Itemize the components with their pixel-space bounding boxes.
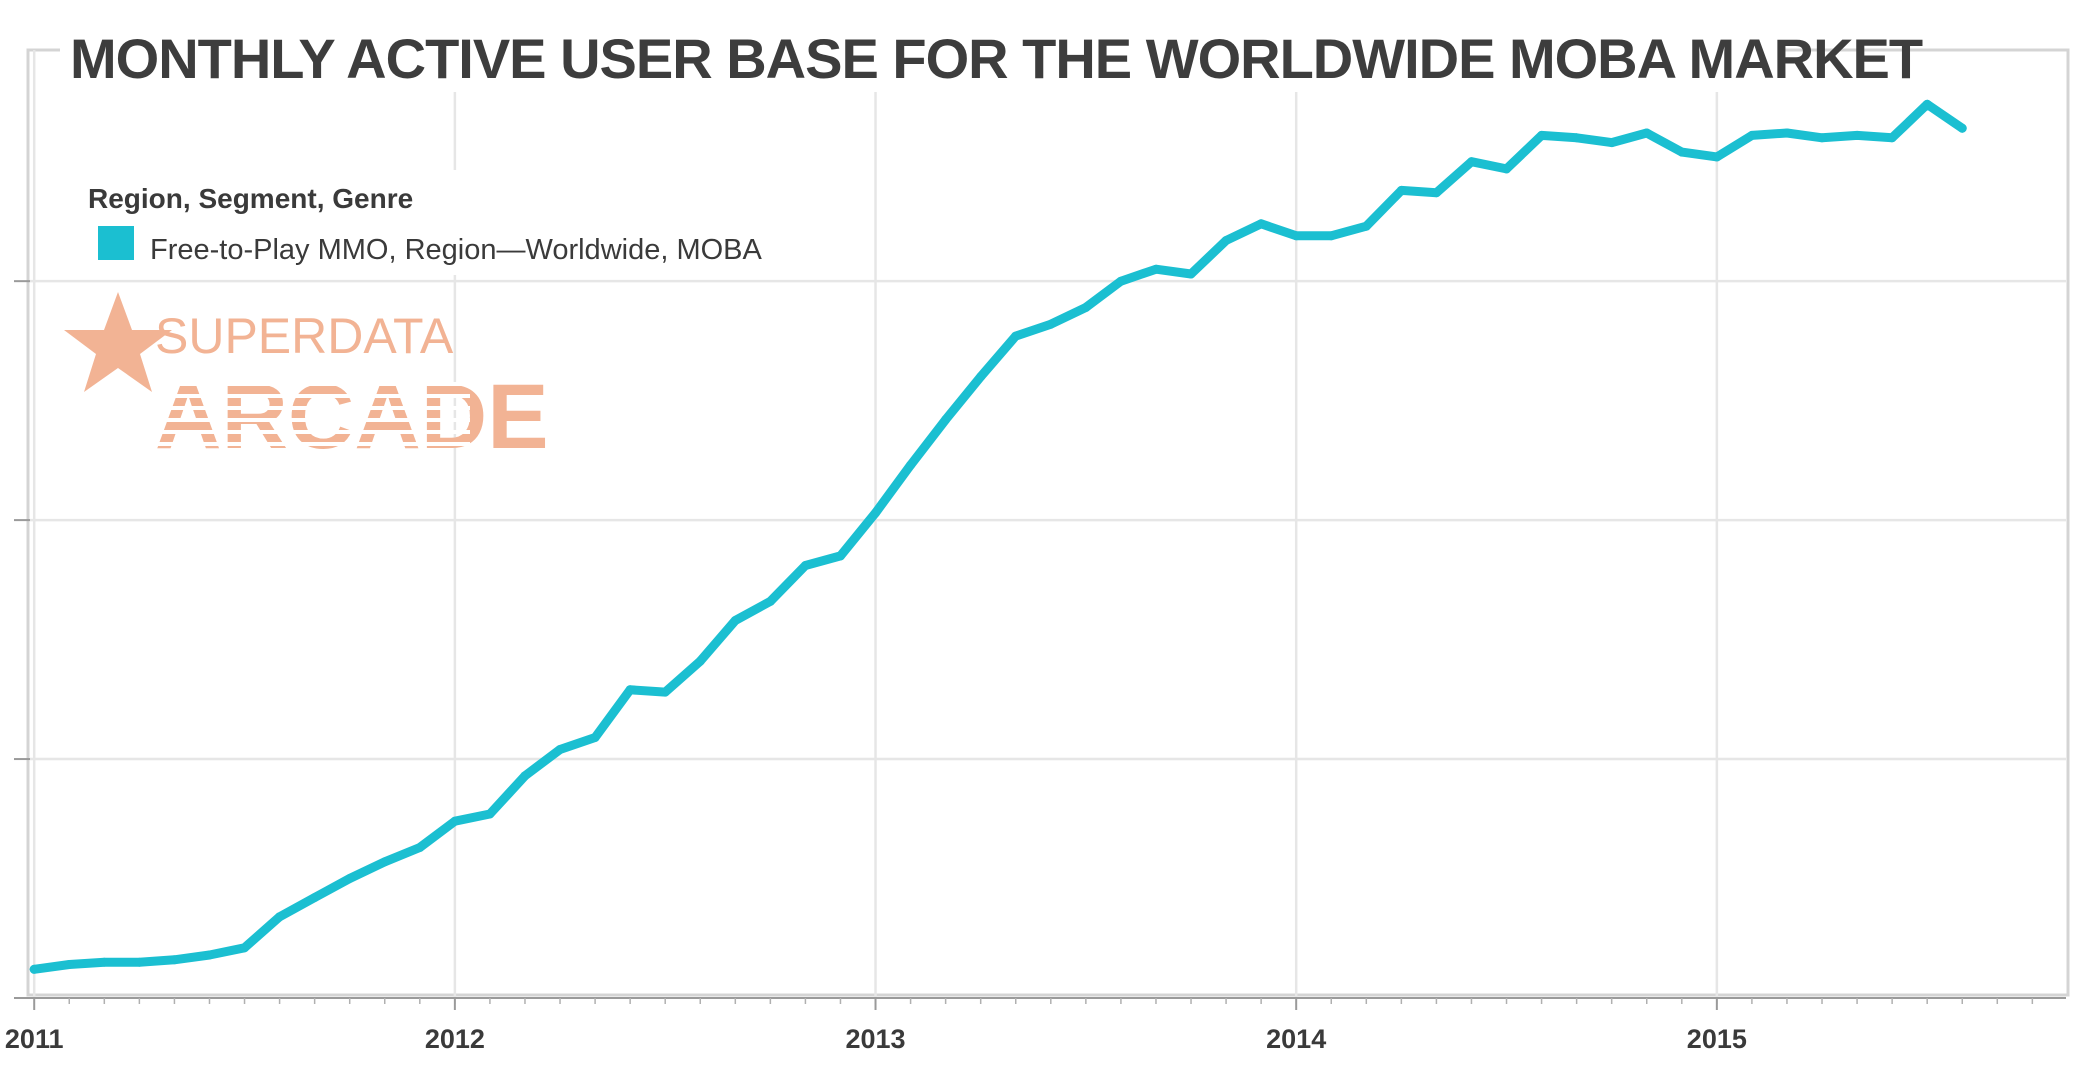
legend-swatch (98, 226, 134, 260)
data-point (99, 957, 109, 967)
logo-stripes (150, 382, 470, 446)
data-point (555, 745, 565, 754)
data-point (590, 733, 600, 742)
logo-superdata: SUPERDATA (155, 308, 454, 364)
data-point (1326, 231, 1336, 241)
data-point (1747, 130, 1757, 140)
data-point (29, 964, 39, 974)
data-point (1607, 138, 1617, 148)
data-point (205, 950, 214, 960)
x-tick-label: 2013 (845, 1024, 905, 1054)
data-point (871, 508, 880, 518)
data-point (1186, 269, 1196, 279)
x-tick-label: 2012 (425, 1024, 485, 1054)
data-point (1011, 331, 1021, 341)
data-point (1221, 236, 1231, 245)
data-point (1291, 231, 1301, 241)
data-point (1361, 221, 1371, 231)
series-line (29, 99, 1967, 974)
x-tick-label: 2014 (1266, 1024, 1326, 1054)
data-point (1467, 157, 1476, 167)
data-point (1116, 276, 1126, 286)
data-point (765, 596, 775, 606)
data-point (1502, 164, 1511, 174)
watermark-logo: SUPERDATA ARCADE (64, 292, 549, 468)
data-point (906, 460, 916, 470)
data-point (1782, 128, 1792, 138)
legend-title: Region, Segment, Genre (88, 183, 413, 214)
data-point (1852, 130, 1862, 140)
data-point (1922, 99, 1932, 109)
data-point (1677, 147, 1687, 157)
data-point (695, 656, 705, 666)
data-point (800, 561, 810, 570)
data-point (134, 957, 144, 967)
chart-title: MONTHLY ACTIVE USER BASE FOR THE WORLDWI… (70, 27, 1923, 90)
data-point (520, 771, 530, 781)
data-point (976, 372, 986, 382)
data-point (1642, 128, 1652, 138)
data-point (450, 816, 460, 826)
data-point (625, 685, 635, 695)
data-point (1431, 188, 1441, 198)
legend-background (70, 170, 770, 275)
data-point (310, 893, 320, 903)
data-point (1081, 302, 1091, 312)
data-point (1537, 130, 1547, 140)
logo-arcade: ARCADE (155, 366, 549, 468)
data-point (485, 809, 495, 819)
data-point (660, 687, 670, 697)
data-point (275, 912, 285, 922)
data-point (380, 857, 390, 867)
data-point (730, 616, 740, 625)
data-point (1046, 319, 1056, 329)
data-point (1957, 123, 1967, 133)
data-point (345, 874, 355, 883)
data-point (1817, 133, 1827, 143)
data-point (836, 551, 845, 561)
data-point (1887, 133, 1897, 143)
data-point (169, 955, 179, 965)
data-point (415, 843, 425, 852)
title-background (60, 22, 1780, 92)
star-icon (64, 292, 172, 392)
data-point (1396, 185, 1406, 195)
data-point (64, 960, 74, 969)
data-point (240, 943, 249, 953)
legend-item-label: Free-to-Play MMO, Region—Worldwide, MOBA (150, 234, 763, 266)
x-tick-label: 2011 (5, 1024, 64, 1054)
data-point (1572, 133, 1582, 143)
x-axis: 2011 2012 2013 2014 2015 (5, 997, 2066, 1054)
data-point (1712, 152, 1722, 162)
legend: Region, Segment, Genre Free-to-Play MMO,… (70, 170, 770, 275)
series-layer (29, 99, 1967, 974)
data-point (941, 415, 951, 425)
data-point (1151, 264, 1161, 274)
data-point (1256, 219, 1266, 229)
x-tick-label: 2015 (1687, 1024, 1747, 1054)
